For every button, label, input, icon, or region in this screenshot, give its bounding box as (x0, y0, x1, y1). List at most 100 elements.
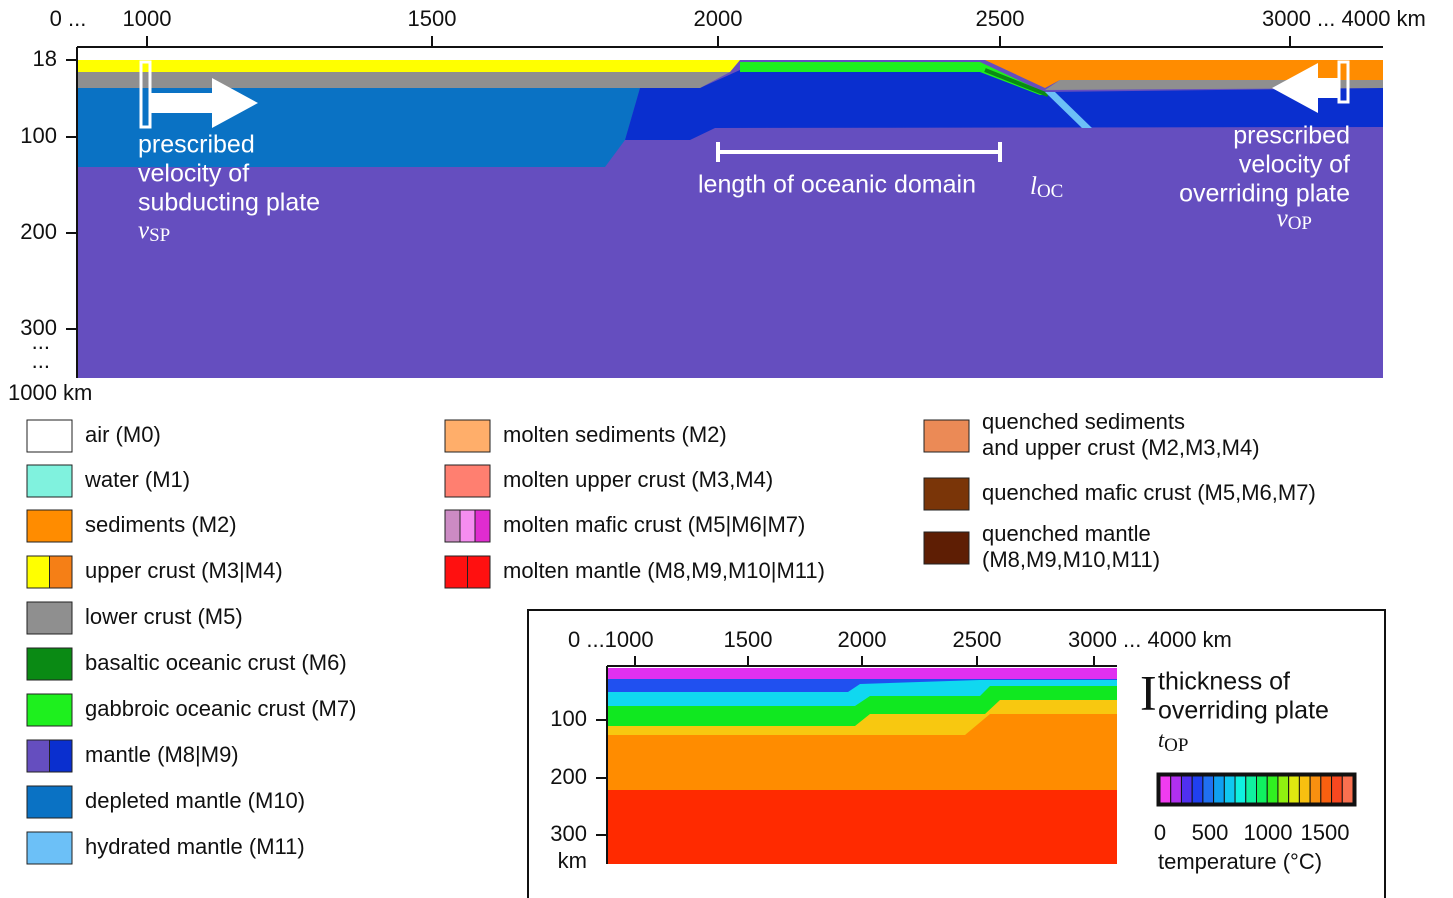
y-tick-label: 200 (20, 219, 57, 244)
legend-swatch-frame (923, 531, 970, 565)
x-tick-label: 1000 (123, 6, 172, 31)
symbol: vOP (1277, 205, 1312, 235)
annotation: overriding plate (1179, 180, 1350, 208)
x-tick-label: 2000 (694, 6, 743, 31)
legend-swatch-frame (26, 693, 73, 727)
hydrated-mantle (1045, 92, 1092, 128)
legend-swatch (26, 693, 73, 727)
legend-swatch (49, 739, 73, 773)
x-tick-label: 0 ... (50, 6, 87, 31)
y-tick-label: 1000 km (8, 380, 92, 405)
colorbar-cell (1245, 775, 1258, 804)
annotation: length of oceanic domain (698, 171, 976, 199)
y-tick-label: km (558, 848, 587, 873)
legend-label: quenched sediments (982, 409, 1185, 434)
legend-swatch (26, 419, 73, 453)
legend-swatch (26, 647, 73, 681)
legend-label: molten upper crust (M3,M4) (503, 467, 773, 492)
annotation: velocity of (138, 160, 249, 188)
symbol: v (1277, 205, 1289, 232)
subscript: SP (149, 225, 170, 246)
legend-swatch-frame (444, 464, 491, 498)
legend-swatch-frame (444, 509, 491, 543)
legend-swatch-frame (26, 419, 73, 453)
legend-swatch-frame (444, 419, 491, 453)
legend-swatch-frame (923, 477, 970, 511)
cross-section (76, 46, 1383, 378)
upper-crust (77, 60, 740, 72)
length-bar (716, 142, 1002, 162)
legend-swatch-frame (923, 419, 970, 453)
colorbar-cell (1288, 775, 1300, 804)
colorbar-cell (1320, 775, 1333, 804)
x-tick-label: 2000 (838, 627, 887, 652)
legend-label: water (M1) (84, 467, 190, 492)
legend-swatch (459, 509, 476, 543)
colorbar-cell (1341, 775, 1354, 804)
legend-swatch (923, 531, 970, 565)
legend-swatch (26, 739, 50, 773)
legend-label: and upper crust (M2,M3,M4) (982, 435, 1260, 460)
legend-swatch-frame (26, 739, 73, 773)
y-tick-label: ... (32, 348, 50, 373)
y-tick-label: 300 (550, 821, 587, 846)
x-tick-label: 1500 (408, 6, 457, 31)
symbol: t (1158, 727, 1165, 752)
x-tick-label: 1500 (724, 627, 773, 652)
legend-swatch (26, 785, 73, 819)
legend-swatch (49, 555, 73, 589)
x-tick-label: 0 ...1000 (568, 627, 654, 652)
legend-swatch-frame (26, 464, 73, 498)
colorbar-tick-label: 0 (1154, 820, 1166, 845)
legend-swatch (467, 555, 491, 589)
legend-swatch (26, 509, 73, 543)
legend-swatch (444, 464, 491, 498)
y-tick-label: 300 (20, 315, 57, 340)
colorbar-tick-label: 1500 (1301, 820, 1350, 845)
x-tick-label: 3000 ... 4000 km (1068, 627, 1232, 652)
x-tick-label: 2500 (976, 6, 1025, 31)
oceanic-mantle (625, 70, 1383, 140)
colorbar-cell (1202, 775, 1215, 804)
legend-swatch (923, 477, 970, 511)
legend-swatch (26, 464, 73, 498)
colorbar-cell (1309, 775, 1322, 804)
legend-swatch (26, 601, 73, 635)
legend-label: gabbroic oceanic crust (M7) (85, 696, 356, 721)
legend-label: air (M0) (85, 422, 161, 447)
legend-label: hydrated mantle (M11) (85, 834, 305, 859)
annotation: thickness of (1158, 668, 1290, 696)
legend-swatch-frame (26, 555, 73, 589)
colorbar-cell (1223, 775, 1236, 804)
legend-label: depleted mantle (M10) (85, 788, 305, 813)
air (77, 47, 1383, 60)
legend-label: molten sediments (M2) (503, 422, 727, 447)
legend-swatch-frame (444, 555, 491, 589)
legend-swatch (26, 555, 50, 589)
legend-label: sediments (M2) (85, 512, 237, 537)
colorbar-cell (1234, 775, 1247, 804)
inset-frame (527, 609, 1386, 898)
y-tick-label: 18 (33, 46, 57, 71)
y-tick-label: ... (32, 329, 50, 354)
legend-swatch-frame (26, 785, 73, 819)
legend-swatch-frame (26, 509, 73, 543)
legend-label: quenched mafic crust (M5,M6,M7) (982, 480, 1316, 505)
annotation: prescribed (1233, 122, 1350, 150)
symbol: lOC (1030, 173, 1063, 203)
legend-label: molten mantle (M8,M9,M10|M11) (503, 558, 825, 583)
colorbar-tick-label: 1000 (1244, 820, 1293, 845)
legend-label: mantle (M8|M9) (85, 742, 239, 767)
annotation: velocity of (1239, 151, 1350, 179)
colorbar-cell (1170, 775, 1182, 804)
oceanic-crust (740, 62, 1050, 95)
subscript: OP (1164, 735, 1188, 756)
x-tick-label: 2500 (953, 627, 1002, 652)
legend-swatch (444, 555, 468, 589)
colorbar-cell (1191, 775, 1204, 804)
slab-crust (984, 68, 1049, 97)
temp-magenta (607, 668, 1117, 679)
colorbar-cell (1256, 775, 1268, 804)
y-tick-label: 100 (20, 123, 57, 148)
x-tick-label: 3000 ... 4000 km (1262, 6, 1426, 31)
